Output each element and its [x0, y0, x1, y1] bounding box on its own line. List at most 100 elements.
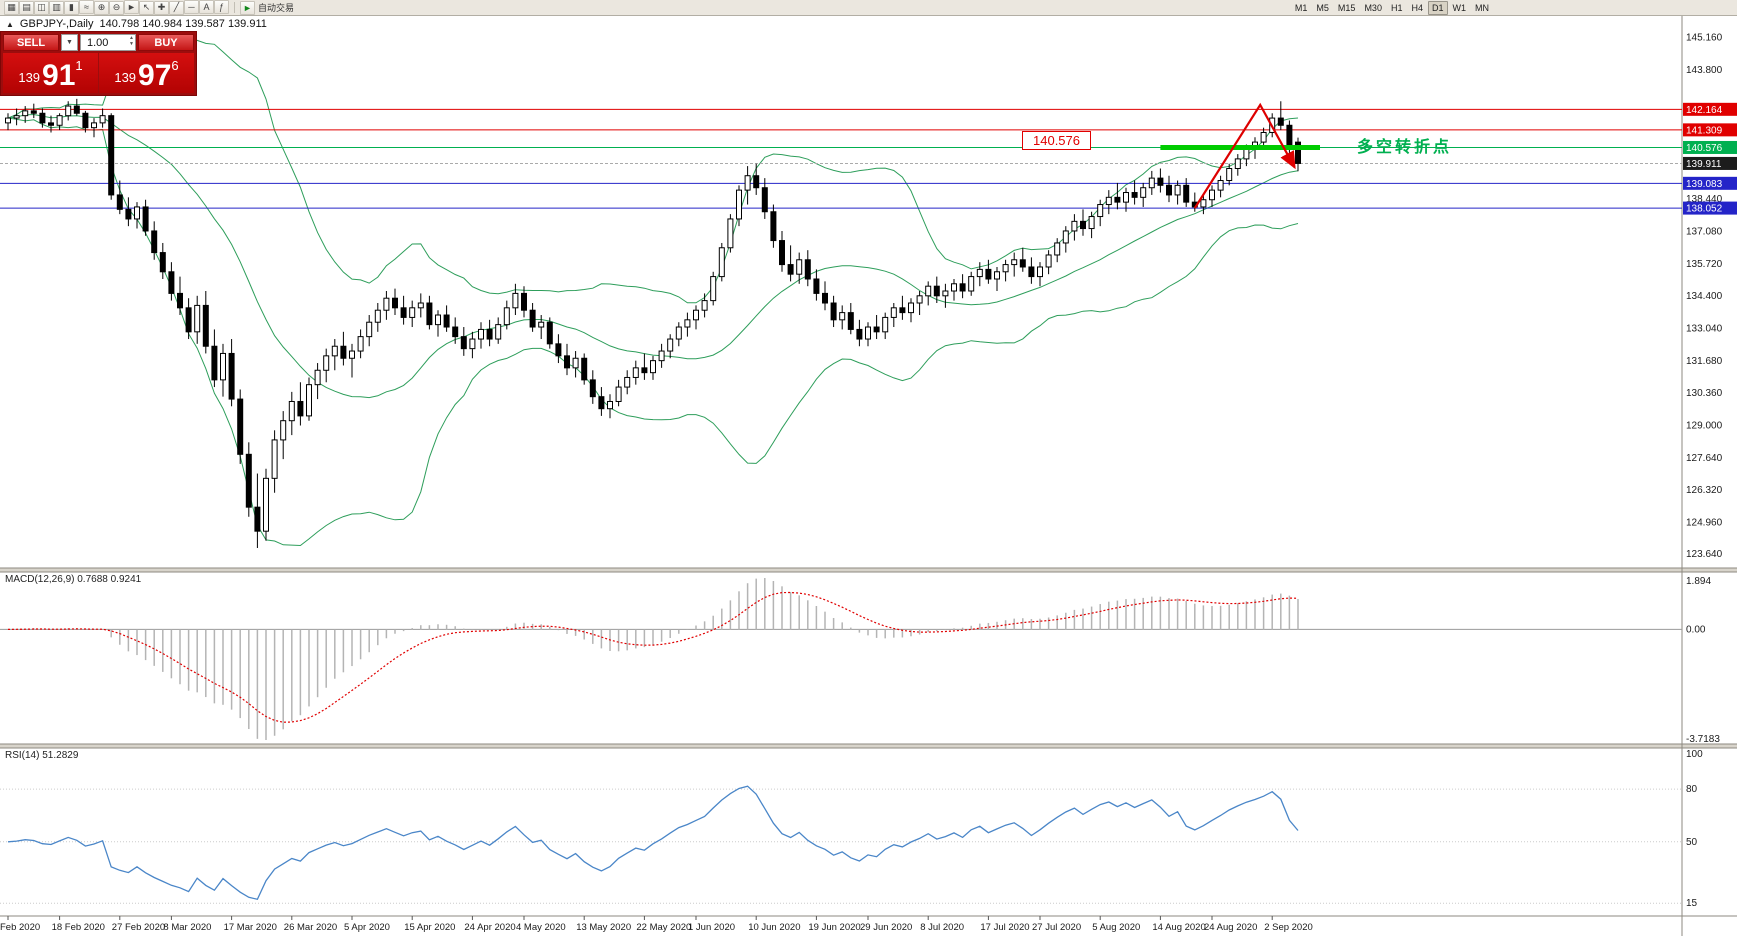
macd-tick: 0.00	[1686, 624, 1706, 635]
timeframe-w1[interactable]: W1	[1452, 2, 1467, 13]
bar-chart-icon[interactable]: ▥	[49, 0, 64, 15]
toolbar-separator	[234, 2, 235, 13]
date-tick: 18 Feb 2020	[52, 922, 105, 933]
crosshair-icon[interactable]: ✚	[154, 0, 169, 15]
macd-panel: 1.894 0.00 -3.7183	[0, 576, 1720, 745]
price-tick: 130.360	[1686, 388, 1723, 399]
zoom-out-icon[interactable]: ⊖	[109, 0, 124, 15]
sell-button[interactable]: SELL	[3, 34, 59, 51]
price-tick: 126.320	[1686, 485, 1723, 496]
timeframe-h1[interactable]: H1	[1390, 2, 1403, 13]
drawn-objects[interactable]	[1160, 102, 1320, 209]
autotrading-icon[interactable]: ►	[124, 0, 139, 15]
price-tick: 133.040	[1686, 323, 1723, 334]
price-tag[interactable]	[1683, 176, 1737, 190]
buy-price-sup: 6	[171, 58, 179, 73]
price-tick: 137.080	[1686, 226, 1723, 237]
price-tick: 123.640	[1686, 549, 1723, 560]
price-tag[interactable]	[1683, 156, 1737, 170]
date-tick: 22 May 2020	[636, 922, 691, 933]
timeframe-m15[interactable]: M15	[1337, 2, 1356, 13]
price-tag[interactable]	[1683, 201, 1737, 215]
sell-price-display[interactable]: 139 91 1	[3, 53, 98, 93]
rsi-panel: 100 80 50 15	[0, 749, 1703, 909]
volume-dropdown[interactable]: ▼	[61, 34, 78, 51]
svg-text:138.052: 138.052	[1686, 204, 1723, 215]
svg-text:142.164: 142.164	[1686, 105, 1723, 116]
price-axis[interactable]: 145.160 143.800 138.440 137.080 135.720 134.4…	[1683, 32, 1737, 560]
date-tick: 13 May 2020	[576, 922, 631, 933]
date-tick: 29 Jun 2020	[860, 922, 912, 933]
price-tick: 138.440	[1686, 194, 1723, 205]
price-tick: 143.800	[1686, 65, 1723, 76]
date-tick: Feb 2020	[0, 922, 40, 933]
buy-price-prefix: 139	[114, 70, 137, 85]
chart-area[interactable]: 145.160 143.800 138.440 137.080 135.720 134.4…	[0, 16, 1737, 936]
date-tick: 10 Jun 2020	[748, 922, 800, 933]
timeframe-m5[interactable]: M5	[1316, 2, 1329, 13]
symbol-info: ▲ GBPJPY-,Daily 140.798 140.984 139.587 …	[6, 18, 267, 30]
bollinger-bands	[7, 34, 1299, 547]
price-tag[interactable]	[1683, 102, 1737, 116]
sell-price-big: 91	[42, 59, 76, 92]
timeframe-m30[interactable]: M30	[1364, 2, 1382, 13]
date-tick: 24 Aug 2020	[1204, 922, 1257, 933]
rsi-line	[7, 785, 1299, 901]
macd-signal-line	[7, 591, 1299, 723]
turning-point-note[interactable]: 多空转折点	[1357, 139, 1453, 156]
line-chart-icon[interactable]: ≈	[79, 0, 94, 15]
macd-tick: 1.894	[1686, 576, 1711, 587]
timeframe-buttons: M1 M5 M15 M30 H1 H4 D1 W1 MN	[1291, 0, 1493, 15]
date-tick: 19 Jun 2020	[808, 922, 860, 933]
price-chart-svg[interactable]: 145.160 143.800 138.440 137.080 135.720 134.4…	[0, 16, 1737, 936]
date-tick: 1 Jun 2020	[688, 922, 735, 933]
date-tick: 15 Apr 2020	[404, 922, 455, 933]
cursor-icon[interactable]: ↖	[139, 0, 154, 15]
text-label-icon[interactable]: A	[199, 0, 214, 15]
price-level-callout[interactable]: 140.576	[1022, 131, 1091, 150]
chart-window-icon[interactable]: ▤	[19, 0, 34, 15]
sell-price-prefix: 139	[18, 70, 41, 85]
one-click-trading-panel: SELL ▼ 1.00 ▲ ▼ BUY 139 91 1 139 97 6	[0, 31, 197, 96]
sell-price-sup: 1	[75, 58, 83, 73]
timeframe-m1[interactable]: M1	[1294, 2, 1308, 13]
new-order-icon[interactable]: ▦	[4, 0, 19, 15]
svg-text:140.576: 140.576	[1686, 143, 1723, 154]
symbol-name: GBPJPY-,Daily	[19, 18, 94, 30]
rsi-tick: 80	[1686, 784, 1698, 795]
price-tag[interactable]	[1683, 123, 1737, 137]
date-tick: 26 Mar 2020	[284, 922, 337, 933]
zoom-in-icon[interactable]: ⊕	[94, 0, 109, 15]
date-tick: 4 May 2020	[516, 922, 566, 933]
date-tick: 17 Mar 2020	[224, 922, 277, 933]
svg-text:139.911: 139.911	[1686, 159, 1722, 170]
timeframe-h4[interactable]: H4	[1411, 2, 1423, 13]
collapse-arrow-icon[interactable]: ▲	[6, 19, 14, 29]
timeframe-d1[interactable]: D1	[1427, 0, 1448, 15]
price-tick: 134.400	[1686, 291, 1723, 302]
price-tag[interactable]	[1683, 140, 1737, 154]
horizontal-levels[interactable]	[0, 108, 1682, 209]
buy-button[interactable]: BUY	[138, 34, 194, 51]
svg-text:141.309: 141.309	[1686, 125, 1723, 136]
date-tick: 27 Jul 2020	[1032, 922, 1081, 933]
price-tick: 145.160	[1686, 32, 1723, 43]
candlestick-chart-icon[interactable]: ▮	[64, 0, 79, 15]
rsi-tick: 100	[1686, 749, 1703, 760]
indicators-icon[interactable]: ƒ	[214, 0, 229, 15]
profiles-icon[interactable]: ◫	[34, 0, 49, 15]
macd-indicator-label: MACD(12,26,9) 0.7688 0.9241	[5, 574, 142, 585]
volume-input[interactable]: 1.00 ▲ ▼	[80, 34, 136, 51]
buy-price-big: 97	[138, 59, 172, 92]
trend-arrow[interactable]	[1193, 102, 1296, 209]
horizontal-line-icon[interactable]: ─	[184, 0, 199, 15]
autotrading-label[interactable]: 自动交易	[258, 3, 295, 13]
volume-spinner[interactable]: ▲ ▼	[129, 35, 134, 47]
trendline-icon[interactable]: ╱	[169, 0, 184, 15]
date-tick: 24 Apr 2020	[464, 922, 515, 933]
buy-price-display[interactable]: 139 97 6	[99, 53, 194, 93]
timeframe-mn[interactable]: MN	[1475, 2, 1489, 13]
autotrading-play-icon[interactable]: ►	[240, 0, 255, 15]
